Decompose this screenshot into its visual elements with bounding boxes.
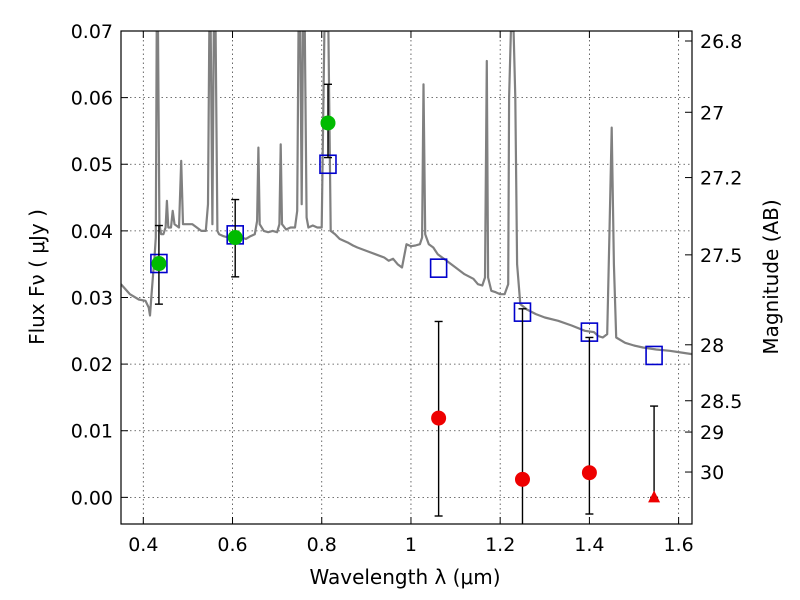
- right-tick-label: 28.5: [700, 391, 742, 413]
- upper-limit-triangle: [648, 490, 661, 503]
- y-tick-label: 0.02: [71, 354, 113, 376]
- right-tick-label: 29: [700, 422, 724, 444]
- axis-ticks: 0.4 0.6 0.8 1 1.2 1.4 1.6 0.00 0.01 0.02 0.03 0.04 0…: [71, 21, 743, 556]
- x-tick-label: 0.4: [128, 534, 158, 556]
- model-spectrum-layer: [121, 31, 692, 356]
- x-tick-label: 0.6: [217, 534, 247, 556]
- y-tick-label: 0.04: [71, 221, 113, 243]
- detection-point: [151, 256, 167, 272]
- plot-frame: [120, 30, 693, 525]
- x-tick-label: 1.6: [664, 534, 694, 556]
- x-tick-label: 1: [405, 534, 417, 556]
- right-tick-label: 28: [700, 335, 724, 357]
- photometry-marks: [150, 83, 663, 524]
- y-tick-label: 0.07: [71, 21, 113, 43]
- y-axis-title: Flux Fν ( μJy ): [25, 209, 49, 345]
- right-tick-label: 27.2: [700, 168, 742, 190]
- model-photometry-square: [429, 258, 448, 278]
- right-tick-label: 30: [700, 462, 724, 484]
- right-tick-label: 27.5: [700, 245, 742, 267]
- y-tick-label: 0.00: [71, 487, 113, 509]
- x-axis-title: Wavelength λ (μm): [309, 565, 500, 589]
- x-tick-label: 0.8: [307, 534, 337, 556]
- y-tick-label: 0.03: [71, 287, 113, 309]
- non-detection-point: [581, 465, 597, 481]
- y-tick-label: 0.05: [71, 154, 113, 176]
- detection-point: [227, 230, 243, 246]
- grid-lines: [121, 30, 692, 524]
- detection-point: [320, 115, 336, 131]
- y-tick-label: 0.06: [71, 88, 113, 110]
- x-tick-label: 1.2: [485, 534, 515, 556]
- non-detection-point: [514, 471, 530, 487]
- non-detection-point: [431, 410, 447, 426]
- model-photometry-square: [645, 345, 663, 366]
- right-axis-title: Magnitude (AB): [759, 199, 783, 354]
- model-spectrum-line: [121, 31, 692, 356]
- y-tick-label: 0.01: [71, 421, 113, 443]
- x-tick-label: 1.4: [574, 534, 604, 556]
- right-tick-label: 27: [700, 102, 724, 124]
- right-tick-label: 26.8: [700, 31, 742, 53]
